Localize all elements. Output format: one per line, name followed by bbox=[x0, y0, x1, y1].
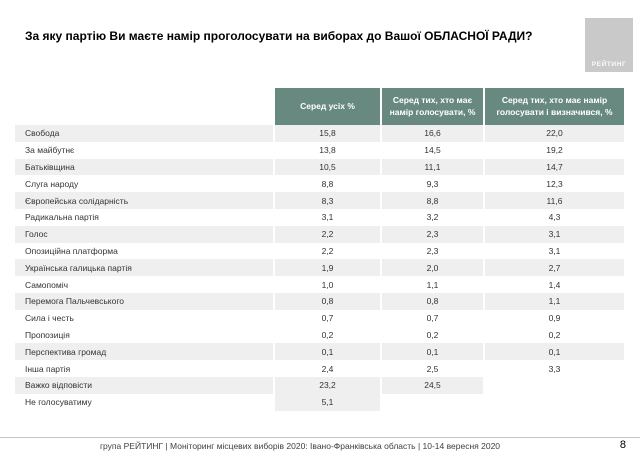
cell-value: 1,4 bbox=[483, 276, 624, 293]
row-label: Європейська солідарність bbox=[15, 192, 273, 209]
row-label: Радикальна партія bbox=[15, 208, 273, 226]
row-label: За майбутнє bbox=[15, 141, 273, 159]
cell-value: 11,1 bbox=[380, 158, 483, 176]
cell-value bbox=[483, 376, 624, 394]
rating-logo-label: РЕЙТИНГ bbox=[591, 61, 627, 68]
table-row: Європейська солідарність 8,3 8,8 11,6 bbox=[15, 192, 624, 209]
cell-value: 0,7 bbox=[380, 309, 483, 327]
cell-value: 2,4 bbox=[273, 360, 380, 377]
cell-value: 0,2 bbox=[380, 326, 483, 344]
table-row: Сила і честь 0,7 0,7 0,9 bbox=[15, 309, 624, 327]
cell-value: 8,3 bbox=[273, 192, 380, 209]
cell-value: 23,2 bbox=[273, 376, 380, 394]
table-row: Українська галицька партія 1,9 2,0 2,7 bbox=[15, 259, 624, 277]
row-label: Українська галицька партія bbox=[15, 259, 273, 277]
cell-value: 0,1 bbox=[273, 343, 380, 361]
row-label: Сила і честь bbox=[15, 309, 273, 327]
cell-value: 0,8 bbox=[380, 292, 483, 310]
poll-table: Серед усіх % Серед тих, хто має намір го… bbox=[15, 88, 624, 411]
table-row: Інша партія 2,4 2,5 3,3 bbox=[15, 360, 624, 377]
table-row: Опозиційна платформа 2,2 2,3 3,1 bbox=[15, 242, 624, 260]
cell-value: 0,2 bbox=[273, 326, 380, 344]
cell-value: 3,3 bbox=[483, 360, 624, 377]
cell-value: 22,0 bbox=[483, 125, 624, 142]
column-header-intend-and-decided: Серед тих, хто має намір голосувати і ви… bbox=[483, 88, 624, 125]
page-title: За яку партію Ви маєте намір проголосува… bbox=[25, 29, 533, 43]
cell-value: 2,2 bbox=[273, 242, 380, 260]
cell-value: 2,7 bbox=[483, 259, 624, 277]
cell-value: 1,9 bbox=[273, 259, 380, 277]
cell-value: 3,1 bbox=[483, 225, 624, 243]
table-row: Перемога Пальчевського 0,8 0,8 1,1 bbox=[15, 292, 624, 310]
table-row: Батьківщина 10,5 11,1 14,7 bbox=[15, 158, 624, 176]
footer-text: група РЕЙТИНГ | Моніторинг місцевих вибо… bbox=[99, 441, 501, 451]
cell-value: 13,8 bbox=[273, 141, 380, 159]
cell-value: 0,1 bbox=[380, 343, 483, 361]
cell-value: 9,3 bbox=[380, 175, 483, 193]
cell-value: 2,3 bbox=[380, 242, 483, 260]
table-row: Свобода 15,8 16,6 22,0 bbox=[15, 125, 624, 142]
cell-value: 19,2 bbox=[483, 141, 624, 159]
cell-value: 1,1 bbox=[483, 292, 624, 310]
row-label: Інша партія bbox=[15, 360, 273, 377]
cell-value: 2,3 bbox=[380, 225, 483, 243]
row-label: Свобода bbox=[15, 125, 273, 142]
cell-value bbox=[380, 393, 483, 411]
rating-logo: РЕЙТИНГ bbox=[585, 18, 633, 72]
table-row: Радикальна партія 3,1 3,2 4,3 bbox=[15, 208, 624, 226]
cell-value: 24,5 bbox=[380, 376, 483, 394]
table-row: Самопоміч 1,0 1,1 1,4 bbox=[15, 276, 624, 293]
cell-value: 4,3 bbox=[483, 208, 624, 226]
cell-value: 14,7 bbox=[483, 158, 624, 176]
cell-value: 0,1 bbox=[483, 343, 624, 361]
footer-divider bbox=[0, 437, 640, 438]
cell-value: 11,6 bbox=[483, 192, 624, 209]
row-label: Слуга народу bbox=[15, 175, 273, 193]
cell-value: 2,0 bbox=[380, 259, 483, 277]
cell-value: 16,6 bbox=[380, 125, 483, 142]
cell-value: 8,8 bbox=[273, 175, 380, 193]
cell-value: 14,5 bbox=[380, 141, 483, 159]
cell-value: 3,2 bbox=[380, 208, 483, 226]
table-row: За майбутнє 13,8 14,5 19,2 bbox=[15, 141, 624, 159]
cell-value: 15,8 bbox=[273, 125, 380, 142]
cell-value: 5,1 bbox=[273, 393, 380, 411]
cell-value: 3,1 bbox=[483, 242, 624, 260]
header-spacer bbox=[15, 88, 273, 125]
cell-value: 3,1 bbox=[273, 208, 380, 226]
cell-value: 12,3 bbox=[483, 175, 624, 193]
row-label: Не голосуватиму bbox=[15, 393, 273, 411]
table-row: Не голосуватиму 5,1 bbox=[15, 393, 624, 411]
table-row: Слуга народу 8,8 9,3 12,3 bbox=[15, 175, 624, 193]
cell-value bbox=[483, 393, 624, 411]
column-header-intend-to-vote: Серед тих, хто має намір голосувати, % bbox=[380, 88, 483, 125]
row-label: Важко відповісти bbox=[15, 376, 273, 394]
cell-value: 2,2 bbox=[273, 225, 380, 243]
row-label: Перемога Пальчевського bbox=[15, 292, 273, 310]
cell-value: 0,7 bbox=[273, 309, 380, 327]
cell-value: 1,0 bbox=[273, 276, 380, 293]
row-label: Самопоміч bbox=[15, 276, 273, 293]
row-label: Батьківщина bbox=[15, 158, 273, 176]
table-body: Свобода 15,8 16,6 22,0 За майбутнє 13,8 14,5 19… bbox=[15, 125, 624, 411]
row-label: Перспектива громад bbox=[15, 343, 273, 361]
cell-value: 2,5 bbox=[380, 360, 483, 377]
cell-value: 0,8 bbox=[273, 292, 380, 310]
cell-value: 0,9 bbox=[483, 309, 624, 327]
row-label: Голос bbox=[15, 225, 273, 243]
page-number: 8 bbox=[619, 439, 626, 451]
column-header-among-all: Серед усіх % bbox=[273, 88, 380, 125]
table-row: Пропозиція 0,2 0,2 0,2 bbox=[15, 326, 624, 344]
row-label: Пропозиція bbox=[15, 326, 273, 344]
table-header-row: Серед усіх % Серед тих, хто має намір го… bbox=[15, 88, 624, 125]
row-label: Опозиційна платформа bbox=[15, 242, 273, 260]
table-row: Перспектива громад 0,1 0,1 0,1 bbox=[15, 343, 624, 361]
cell-value: 0,2 bbox=[483, 326, 624, 344]
cell-value: 1,1 bbox=[380, 276, 483, 293]
table-row: Голос 2,2 2,3 3,1 bbox=[15, 225, 624, 243]
table-row: Важко відповісти 23,2 24,5 bbox=[15, 376, 624, 394]
cell-value: 10,5 bbox=[273, 158, 380, 176]
cell-value: 8,8 bbox=[380, 192, 483, 209]
